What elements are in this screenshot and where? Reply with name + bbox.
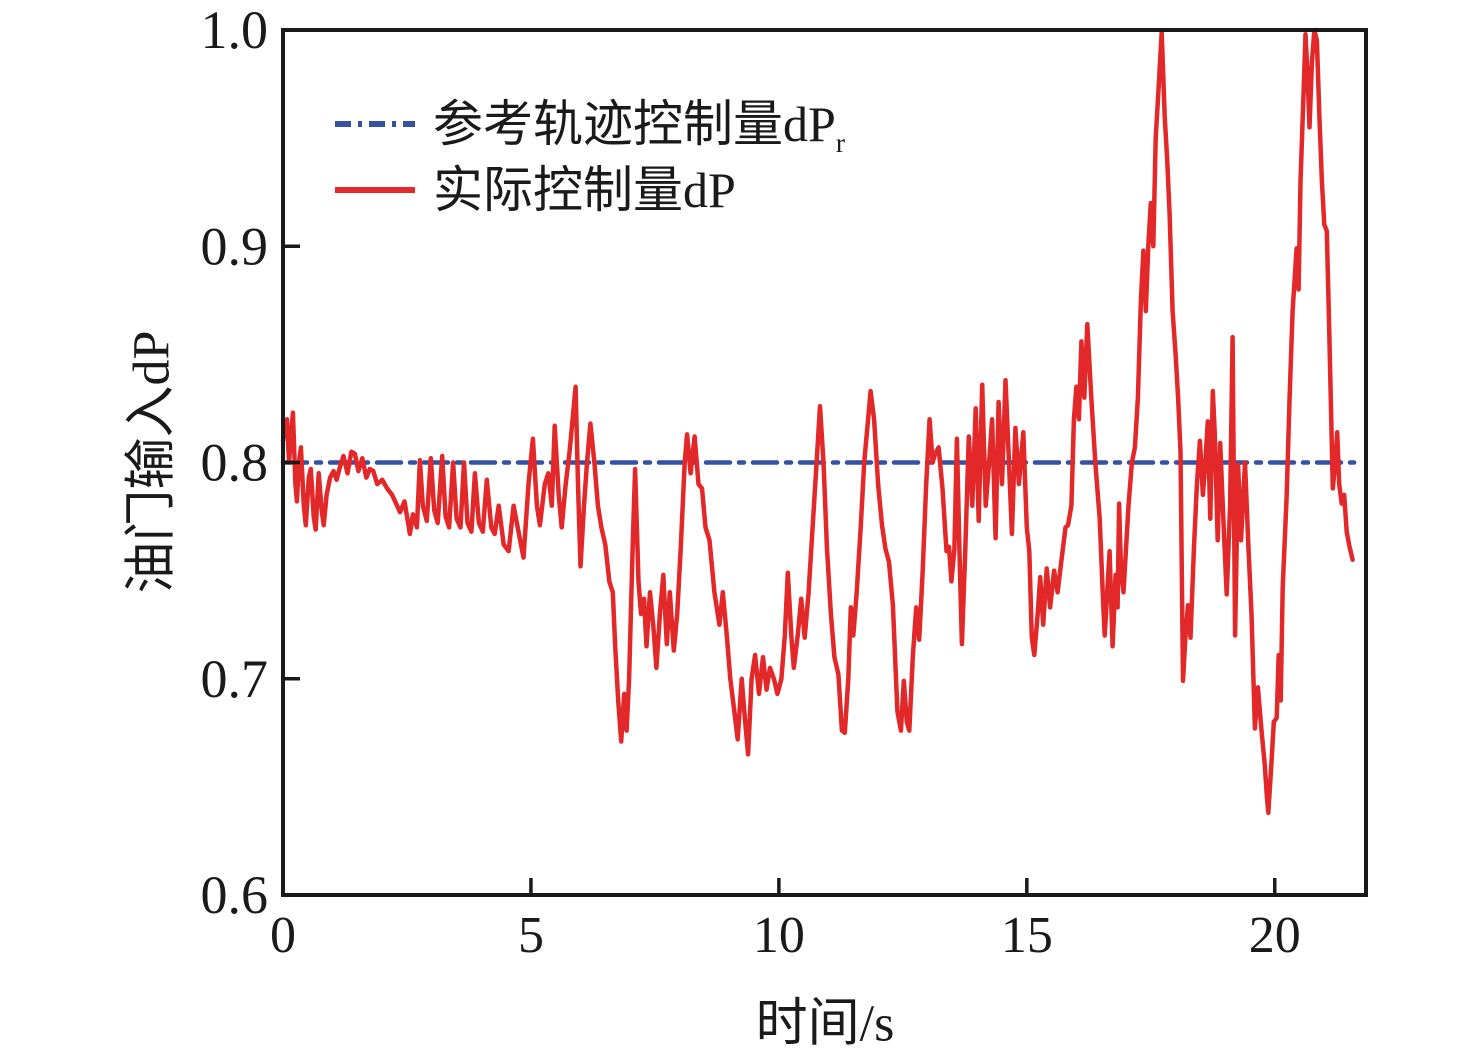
x-tick-label: 0 [270, 907, 296, 964]
legend-item-reference: 参考轨迹控制量dPr [333, 94, 845, 156]
x-tick-label: 5 [518, 907, 544, 964]
legend-label-actual-text: 实际控制量dP [433, 162, 736, 218]
actual-line [280, 27, 1355, 816]
solid-line-sample-icon [335, 187, 415, 193]
x-tick-label: 15 [1001, 907, 1053, 964]
x-tick-label: 20 [1249, 907, 1301, 964]
legend-label-reference-subscript: r [835, 127, 845, 158]
legend: 参考轨迹控制量dPr 实际控制量dP [333, 94, 845, 220]
x-axis-label: 时间/s [755, 995, 895, 1053]
y-tick-label: 1.0 [201, 0, 269, 60]
legend-label-reference: 参考轨迹控制量dPr [433, 96, 845, 156]
y-axis-label: 油门输入dP [123, 330, 181, 594]
legend-item-actual: 实际控制量dP [333, 160, 845, 220]
dashdot-line-sample-icon [335, 121, 415, 127]
axes-frame [281, 28, 1368, 897]
y-tick-label: 0.7 [201, 649, 269, 709]
legend-label-actual: 实际控制量dP [433, 165, 736, 215]
legend-label-reference-text: 参考轨迹控制量dP [433, 96, 836, 152]
x-tick-label: 10 [753, 907, 805, 964]
y-tick-label: 0.8 [201, 433, 269, 493]
y-tick-label: 0.9 [201, 216, 269, 276]
y-tick-label: 0.6 [201, 865, 269, 925]
